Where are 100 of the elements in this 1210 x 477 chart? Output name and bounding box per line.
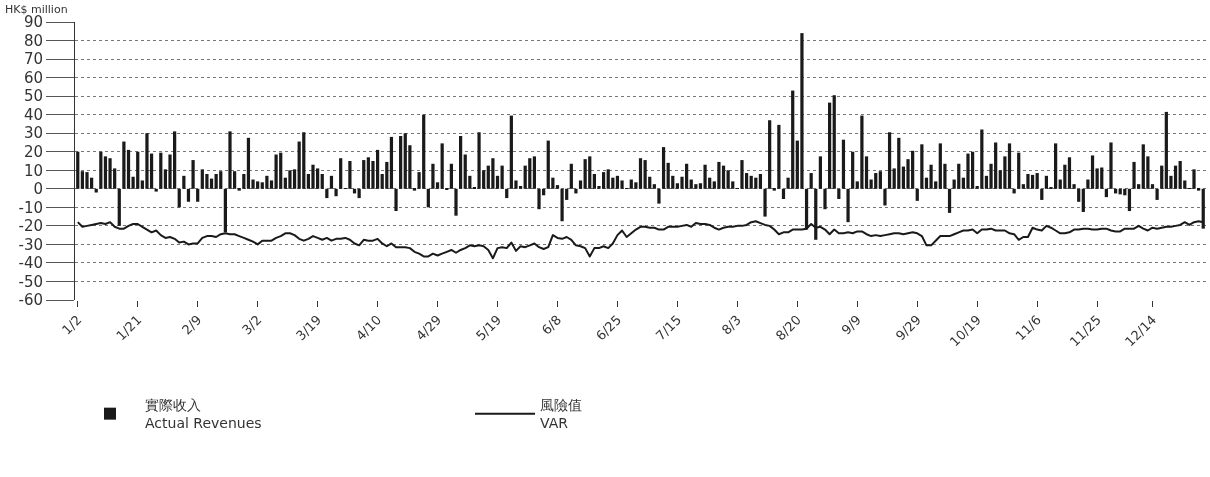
bar [588, 156, 592, 189]
x-tick-label: 3/2 [238, 312, 265, 338]
bar [329, 175, 334, 189]
bar [505, 188, 509, 199]
bar [1178, 161, 1182, 189]
bar [205, 173, 209, 189]
x-tick-label: 9/9 [838, 312, 865, 338]
bar [740, 160, 744, 189]
bar [758, 173, 763, 189]
bar [638, 158, 643, 189]
bar [781, 188, 786, 199]
bar [339, 158, 343, 189]
bar [1160, 165, 1164, 189]
bar [818, 156, 822, 189]
bar [1081, 188, 1085, 212]
bar [1026, 173, 1030, 189]
y-tick-label: -50 [18, 272, 43, 291]
bar [228, 131, 232, 189]
y-tick-label: 50 [23, 87, 43, 106]
y-tick-label: 80 [23, 31, 43, 50]
y-tick-label: 0 [33, 180, 43, 199]
bar [477, 132, 481, 189]
x-tick-label: 2/9 [179, 312, 205, 338]
bar [99, 151, 103, 189]
bar [1007, 143, 1012, 189]
bar [1063, 164, 1067, 189]
bar [915, 188, 919, 201]
y-tick-label: 20 [23, 142, 43, 161]
bar [103, 156, 108, 189]
bar [320, 173, 324, 189]
bar [615, 175, 620, 189]
bar [242, 173, 246, 189]
bar [841, 139, 846, 189]
bar [348, 161, 352, 189]
bar [209, 178, 214, 189]
bar [1132, 161, 1136, 189]
bar [560, 188, 564, 222]
y-tick-label: -20 [18, 217, 43, 236]
bar [292, 169, 297, 189]
bar [1035, 173, 1039, 189]
bar [851, 151, 855, 189]
bar [606, 169, 610, 189]
bar [108, 158, 112, 189]
bar [246, 137, 251, 189]
bar [1077, 188, 1081, 202]
bar [754, 177, 758, 189]
bar [491, 158, 495, 189]
bar [874, 173, 878, 189]
bar [528, 158, 532, 189]
bar [777, 124, 781, 189]
bar [454, 188, 458, 216]
x-tick-label: 8/3 [718, 312, 745, 338]
bar [325, 188, 329, 199]
bar [182, 175, 186, 189]
bar [159, 152, 163, 189]
bar [980, 129, 984, 189]
bar [399, 135, 403, 189]
bar [500, 165, 504, 189]
bar [546, 140, 550, 189]
y-tick-label: -60 [18, 291, 43, 310]
bar [878, 171, 882, 189]
bar [154, 188, 158, 192]
bar [883, 188, 887, 206]
bar [689, 179, 693, 189]
bar [897, 137, 901, 189]
bar [196, 188, 200, 202]
bar [1044, 175, 1049, 189]
bar [966, 153, 970, 189]
bar [1173, 165, 1178, 189]
bar [929, 164, 933, 189]
bar [85, 172, 89, 189]
bar [837, 188, 841, 199]
bar [661, 147, 666, 189]
bar [214, 173, 218, 189]
bar [578, 180, 583, 189]
bar [860, 115, 864, 189]
bar [186, 188, 191, 202]
bar [145, 133, 149, 189]
bar [1067, 157, 1072, 189]
bar [1090, 155, 1095, 189]
x-tick-label: 6/8 [538, 312, 565, 338]
y-tick-label: 60 [23, 68, 43, 87]
bar [832, 95, 836, 189]
bar [394, 188, 398, 212]
bar [334, 188, 338, 197]
bar [823, 188, 827, 210]
bar [1109, 142, 1113, 189]
bar [828, 102, 832, 189]
bar [703, 164, 707, 189]
bar [947, 188, 952, 213]
legend-label: 實際收入 Actual Revenues [145, 397, 262, 432]
y-tick-label: 90 [23, 13, 43, 32]
bar [532, 156, 537, 189]
y-tick-label: 40 [23, 105, 43, 124]
bar [357, 188, 361, 199]
bar [440, 143, 444, 189]
bar [302, 132, 306, 189]
bar [389, 136, 394, 189]
bar [809, 173, 813, 189]
y-tick-label: 30 [23, 124, 43, 143]
